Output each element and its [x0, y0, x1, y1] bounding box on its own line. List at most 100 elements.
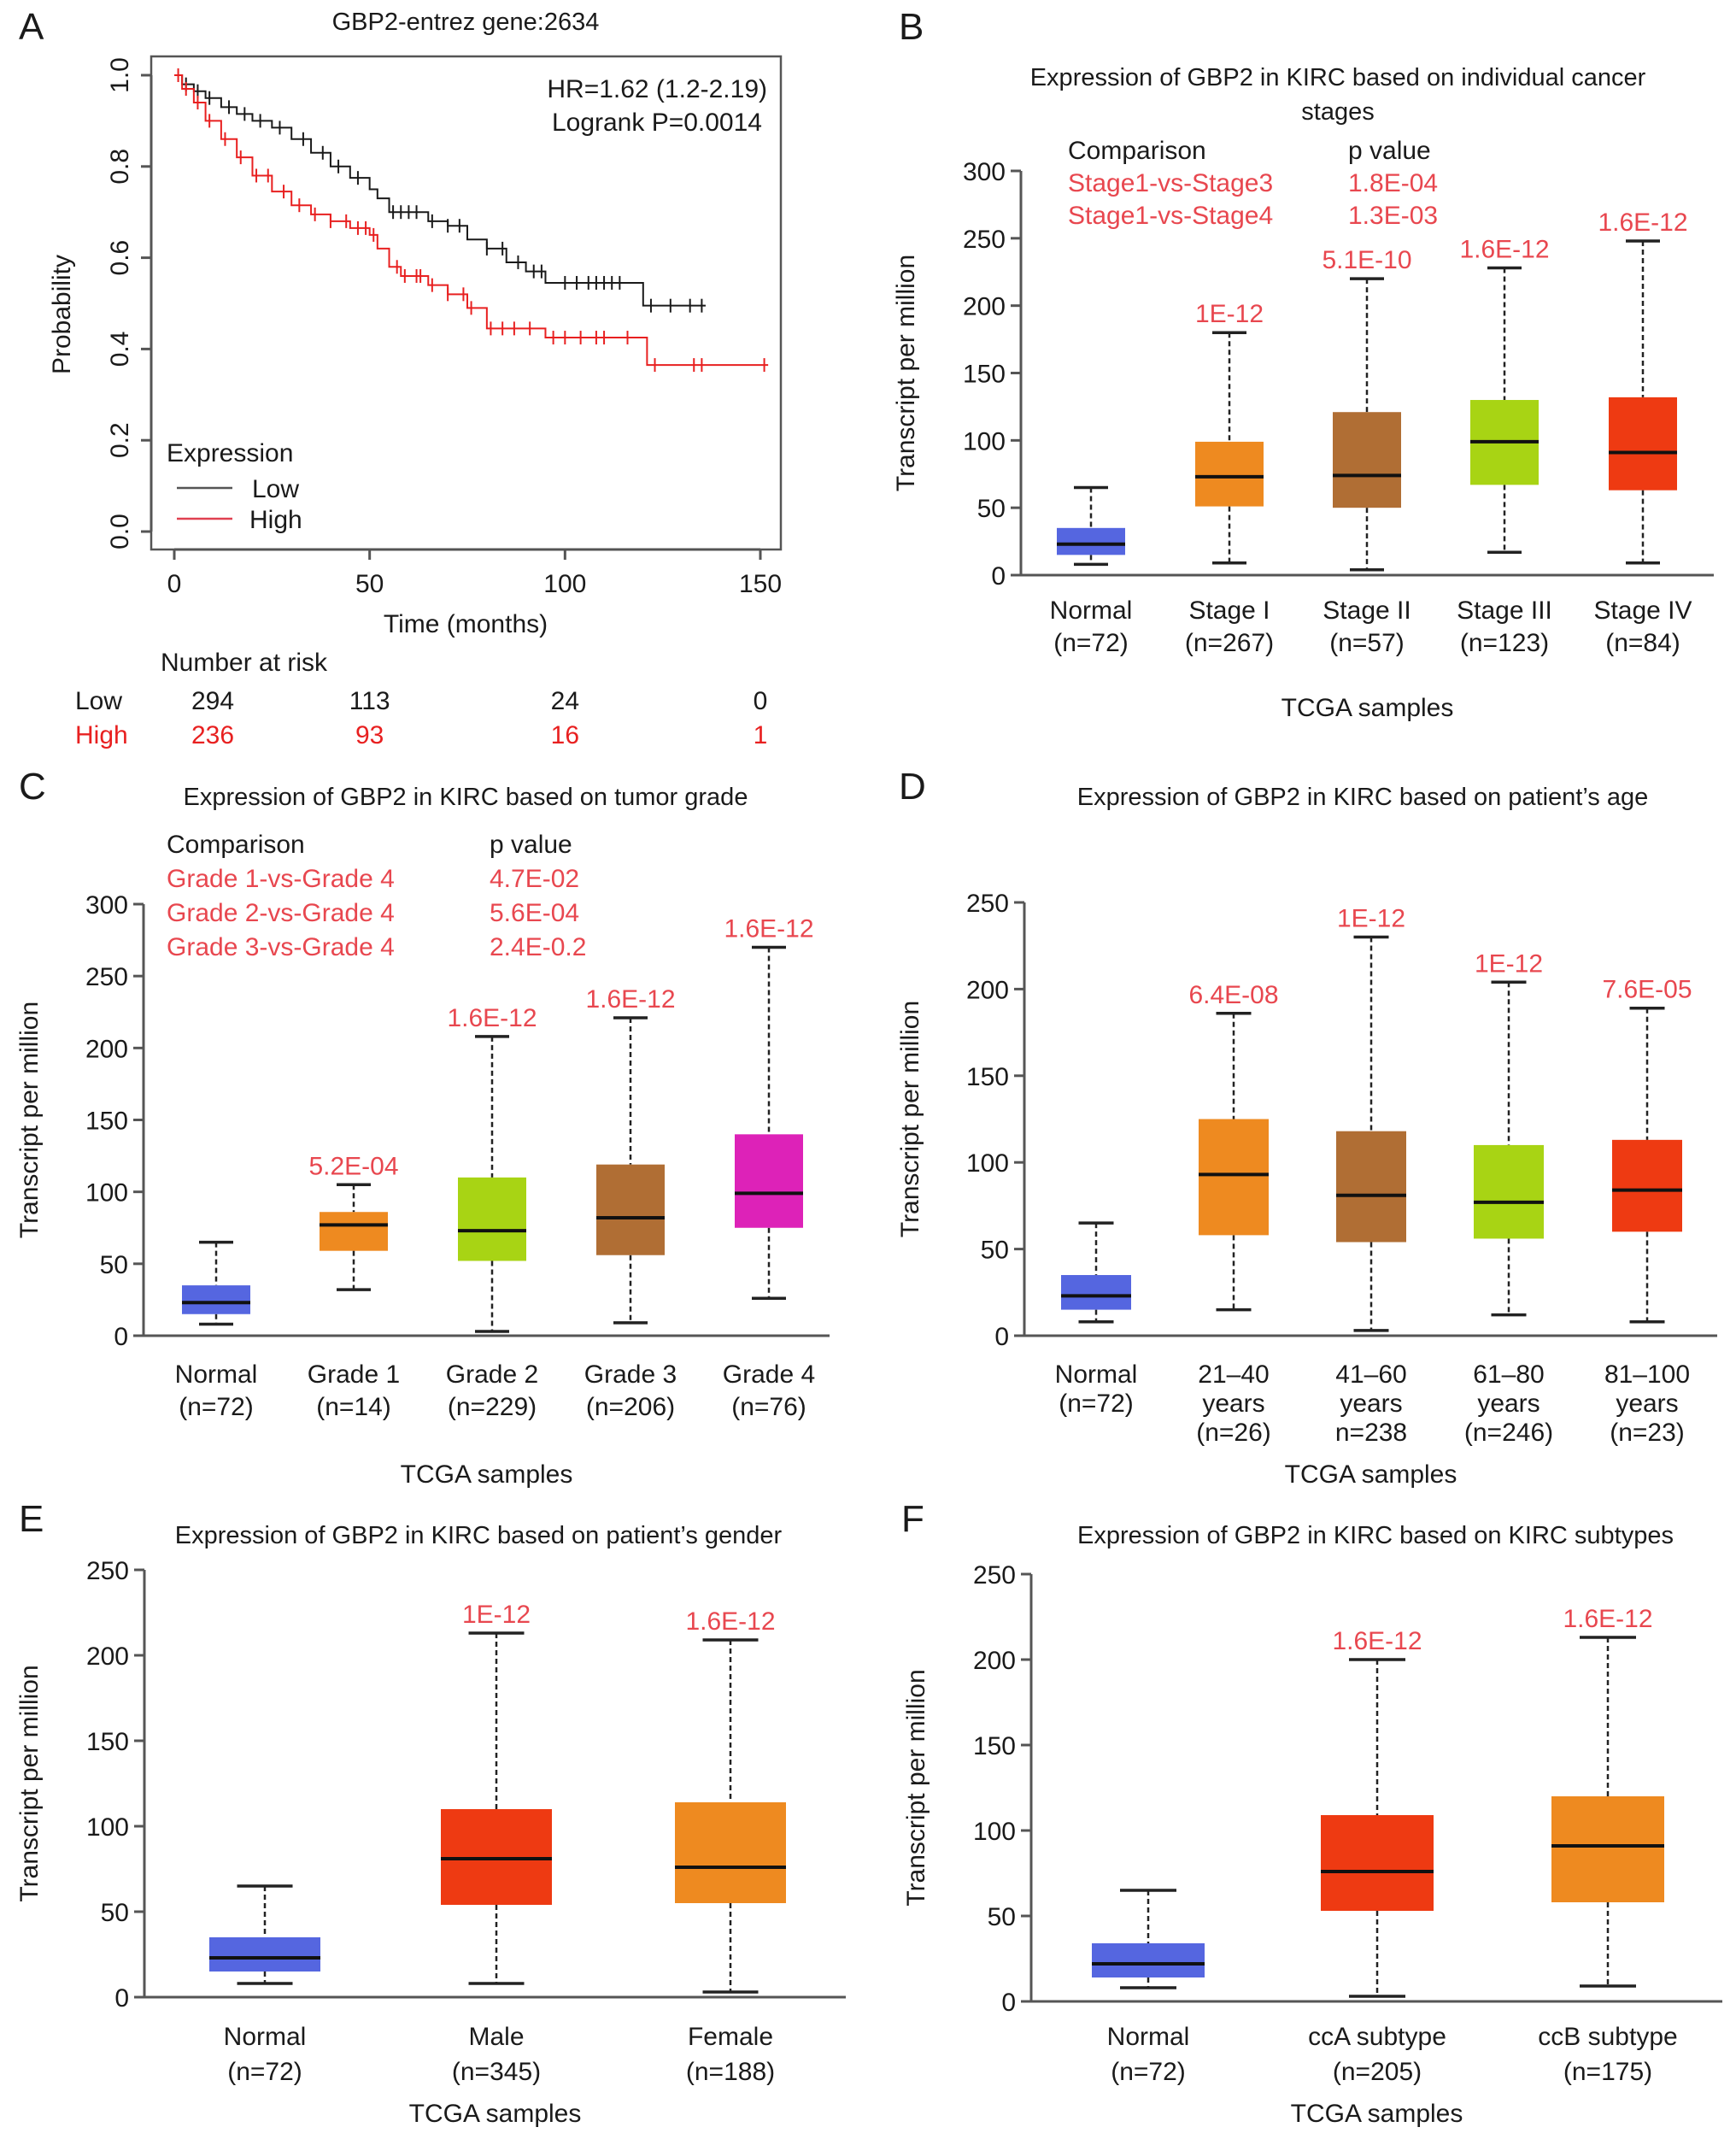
y-tick-label: 100	[973, 1818, 1016, 1846]
category-label: (n=175)	[1563, 2058, 1652, 2086]
pvalue-label: 1.6E-12	[685, 1607, 775, 1636]
pvalue-header: p value	[490, 831, 572, 859]
category-label: Stage III	[1457, 596, 1552, 625]
category-label: Stage II	[1323, 596, 1410, 625]
iqr-box	[1333, 412, 1401, 508]
iqr-box	[458, 1177, 526, 1261]
category-label: (n=246)	[1464, 1419, 1553, 1447]
pvalue-label: 1.6E-12	[1598, 209, 1687, 237]
risk-value: 0	[754, 687, 768, 715]
box-normal: Normal(n=72)	[1055, 1221, 1137, 1418]
chart-title: Expression of GBP2 in KIRC based on tumo…	[184, 784, 748, 811]
iqr-box	[1092, 1943, 1205, 1977]
category-label: Grade 3	[584, 1360, 677, 1389]
iqr-box	[1057, 527, 1125, 555]
km-xlabel: Time (months)	[384, 610, 548, 638]
category-label: (n=72)	[1111, 2058, 1186, 2086]
km-x-tick-label: 0	[167, 570, 182, 598]
risk-row-label-high: High	[75, 721, 128, 749]
y-tick-label: 250	[966, 890, 1009, 918]
category-label: 61–80	[1473, 1360, 1544, 1389]
category-label: Stage I	[1188, 596, 1270, 625]
pvalue-label: 1.6E-12	[724, 915, 813, 943]
box-stage-iii: 1.6E-12 Stage III (n=123)	[1457, 236, 1552, 657]
box-grade-4: 1.6E-12 Grade 4 (n=76)	[723, 915, 815, 1422]
risk-value: 16	[551, 721, 579, 749]
panel-label-d: D	[899, 766, 926, 808]
y-axis-label: Transcript per million	[896, 1001, 924, 1237]
category-label: (n=14)	[316, 1393, 391, 1421]
comparison-header: Comparison	[1068, 137, 1206, 165]
km-curve-low	[174, 74, 706, 307]
y-tick-label: 0	[1001, 1989, 1016, 2017]
y-axis-label: Transcript per million	[15, 1002, 44, 1238]
category-label: Grade 4	[723, 1360, 815, 1389]
pvalue-label: 7.6E-05	[1602, 976, 1692, 1004]
y-tick-label: 0	[114, 1984, 129, 2013]
pvalue-label: 6.4E-08	[1188, 981, 1278, 1009]
box-chart-panel-d: Expression of GBP2 in KIRC based on pati…	[896, 784, 1717, 1489]
box-cca-subtype: 1.6E-12 ccA subtype (n=205)	[1308, 1627, 1446, 2086]
y-tick-label: 0	[114, 1323, 128, 1351]
iqr-box	[209, 1937, 320, 1972]
box-stage-i: 1E-12 Stage I (n=267)	[1185, 300, 1274, 657]
category-label: (n=84)	[1605, 629, 1680, 657]
box-normal: Normal(n=72)	[175, 1240, 257, 1421]
category-label: (n=205)	[1333, 2058, 1422, 2086]
y-tick-label: 250	[86, 1557, 129, 1585]
y-tick-label: 150	[86, 1728, 129, 1756]
km-annotation-logrank: Logrank P=0.0014	[552, 109, 762, 137]
pvalue-label: 1.6E-12	[1332, 1627, 1422, 1655]
y-tick-label: 250	[963, 226, 1006, 254]
risk-row-label-low: Low	[75, 687, 122, 715]
category-label: Normal	[1107, 2023, 1190, 2051]
box-stage-iv: 1.6E-12 Stage IV (n=84)	[1593, 209, 1692, 657]
km-x-tick-label: 100	[543, 570, 586, 598]
iqr-box	[1612, 1139, 1682, 1232]
km-x-tick-label: 150	[739, 570, 782, 598]
comparison-header: Comparison	[167, 831, 305, 859]
category-label: (n=72)	[227, 2058, 302, 2086]
category-label: Normal	[224, 2023, 307, 2051]
km-ylabel: Probability	[48, 255, 76, 374]
box-grade-1: 5.2E-04 Grade 1 (n=14)	[308, 1152, 400, 1421]
y-tick-label: 100	[85, 1179, 128, 1208]
x-axis-label: TCGA samples	[409, 2100, 582, 2128]
y-tick-label: 300	[85, 891, 128, 920]
km-y-tick-label: 0.2	[106, 422, 134, 458]
category-label: Normal	[1050, 596, 1133, 625]
pvalue-label: 5.2E-04	[308, 1152, 398, 1180]
comparison-pvalue: 1.3E-03	[1348, 202, 1438, 230]
y-tick-label: 0	[991, 562, 1006, 591]
risk-value: 93	[355, 721, 384, 749]
category-label: (n=206)	[586, 1393, 675, 1421]
km-y-tick-label: 0.6	[106, 240, 134, 276]
km-survival-chart: GBP2-entrez gene:2634 0 50 100 150 0.0 0.2 0.4…	[48, 9, 783, 749]
box-normal: Normal(n=72)	[1050, 485, 1133, 657]
category-label: Stage IV	[1593, 596, 1692, 625]
category-label: (n=76)	[731, 1393, 806, 1421]
category-label: (n=229)	[448, 1393, 537, 1421]
iqr-box	[320, 1212, 388, 1251]
category-label: Male	[468, 2023, 524, 2051]
y-tick-label: 200	[973, 1647, 1016, 1675]
pvalue-label: 5.1E-10	[1322, 246, 1411, 274]
y-axis-label: Transcript per million	[902, 1669, 930, 1906]
comparison-label: Grade 2-vs-Grade 4	[167, 899, 395, 927]
category-label: (n=345)	[452, 2058, 541, 2086]
pvalue-label: 1.6E-12	[447, 1004, 537, 1032]
x-axis-label: TCGA samples	[1285, 1460, 1457, 1489]
category-label: (n=72)	[179, 1393, 254, 1421]
category-label: years	[1616, 1390, 1678, 1418]
chart-title: Expression of GBP2 in KIRC based on pati…	[1077, 784, 1648, 811]
panel-label-e: E	[19, 1498, 44, 1540]
category-label: Grade 1	[308, 1360, 400, 1389]
iqr-box	[735, 1134, 803, 1228]
y-tick-label: 150	[85, 1108, 128, 1136]
y-tick-label: 100	[963, 427, 1006, 455]
box-chart-panel-f: Expression of GBP2 in KIRC based on KIRC…	[902, 1522, 1722, 2128]
y-tick-label: 0	[994, 1323, 1009, 1351]
box-grade-2: 1.6E-12 Grade 2 (n=229)	[446, 1004, 538, 1421]
